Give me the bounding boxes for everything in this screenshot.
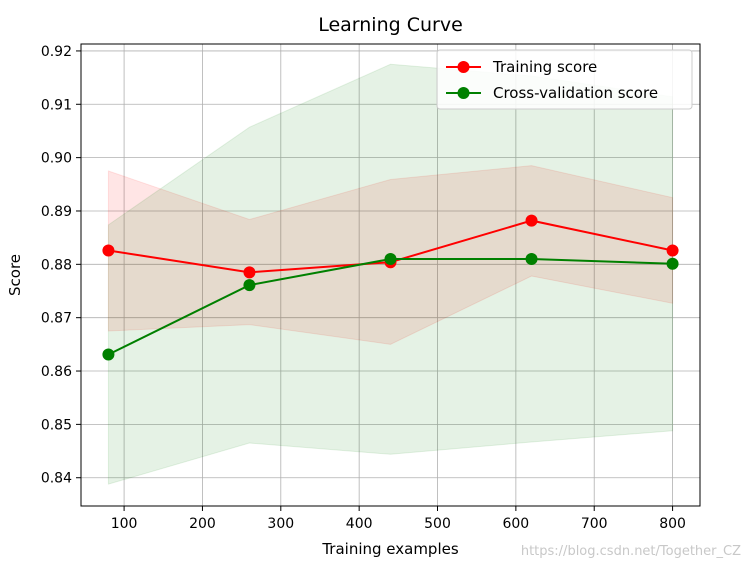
x-axis-ticks: 100 200 300 400 500 600 700 800 <box>111 506 686 532</box>
y-tick-label: 0.84 <box>41 471 72 487</box>
chart-title: Learning Curve <box>318 14 463 36</box>
data-point-cross-validation <box>666 257 679 270</box>
data-point-cross-validation <box>102 348 115 361</box>
x-tick-label: 400 <box>346 516 373 532</box>
legend-marker-cross-validation <box>457 87 470 99</box>
x-tick-label: 500 <box>424 516 451 532</box>
x-tick-label: 700 <box>581 516 608 532</box>
x-axis-label: Training examples <box>321 540 459 558</box>
y-tick-label: 0.90 <box>41 151 72 167</box>
watermark: https://blog.csdn.net/Together_CZ <box>520 544 741 559</box>
legend-marker-training <box>457 61 470 73</box>
y-tick-label: 0.88 <box>41 257 72 273</box>
data-point-cross-validation <box>243 279 256 292</box>
plot-frame <box>80 43 701 507</box>
y-tick-label: 0.86 <box>41 364 72 380</box>
data-point-training <box>243 266 256 279</box>
data-point-training <box>666 244 679 257</box>
legend-label-training: Training score <box>492 58 597 76</box>
x-tick-label: 800 <box>659 516 686 532</box>
x-tick-label: 200 <box>189 516 216 532</box>
legend-box <box>436 49 693 110</box>
data-point-cross-validation <box>525 252 538 265</box>
grid-lines <box>81 44 700 506</box>
legend: Training score Cross-validation score <box>436 49 693 110</box>
series-markers <box>102 214 679 361</box>
x-tick-label: 600 <box>502 516 529 532</box>
y-tick-label: 0.89 <box>41 204 72 220</box>
data-point-training <box>102 244 115 257</box>
y-axis-label: Score <box>6 254 24 296</box>
legend-label-cross-validation: Cross-validation score <box>493 84 658 102</box>
data-point-cross-validation <box>384 252 397 265</box>
y-tick-label: 0.92 <box>41 44 72 60</box>
data-point-training <box>525 214 538 227</box>
x-tick-label: 100 <box>111 516 138 532</box>
y-tick-label: 0.87 <box>41 311 72 327</box>
x-tick-label: 300 <box>267 516 294 532</box>
y-axis-ticks: 0.84 0.85 0.86 0.87 0.88 0.89 0.90 0.91 0.92 <box>41 44 81 487</box>
y-tick-label: 0.91 <box>41 97 72 113</box>
std-band-cross-validation <box>107 63 674 485</box>
y-tick-label: 0.85 <box>41 417 72 433</box>
